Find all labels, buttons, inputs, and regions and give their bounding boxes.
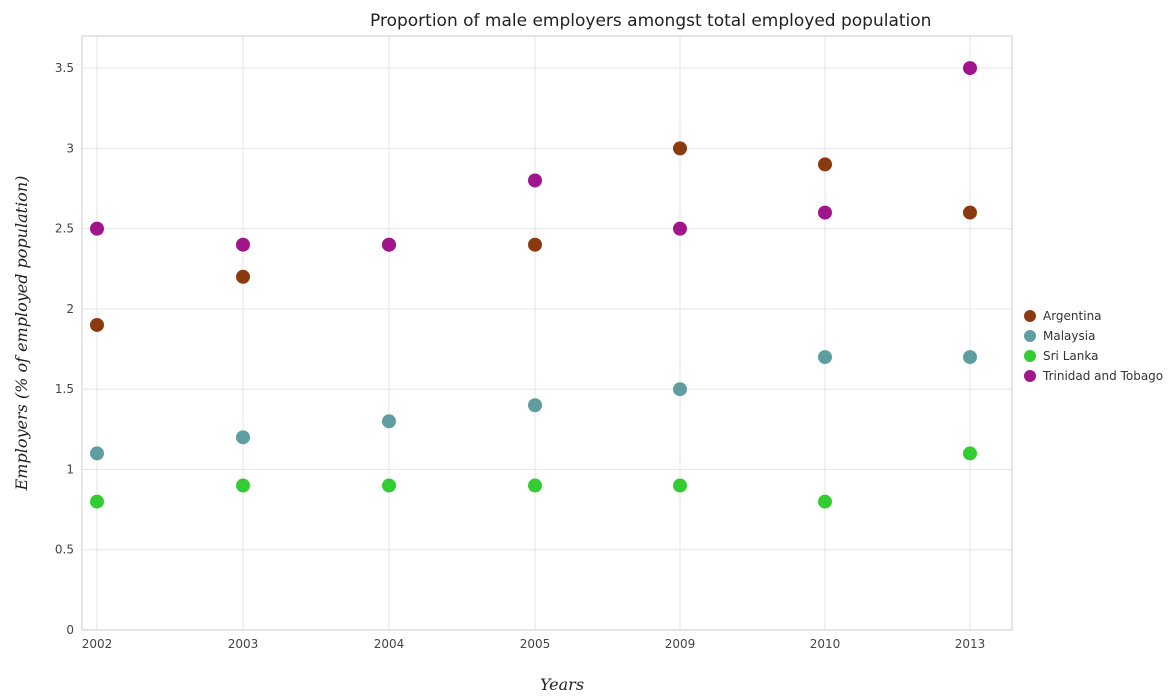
data-point [236,269,250,284]
x-tick-label: 2010 [810,637,841,651]
x-tick-label: 2009 [665,637,696,651]
x-tick-label: 2005 [520,637,551,651]
legend-label: Malaysia [1043,329,1095,343]
y-tick-label: 1.5 [55,382,74,396]
x-tick-label: 2002 [82,637,113,651]
data-point [382,237,396,252]
data-point [963,350,977,365]
data-point [963,61,977,76]
data-point [236,237,250,252]
data-point [382,414,396,429]
data-point [90,317,104,332]
data-point [673,141,687,156]
data-point [818,157,832,172]
chart-title: Proportion of male employers amongst tot… [370,11,931,31]
x-tick-label: 2004 [374,637,405,651]
legend-marker [1024,350,1036,362]
y-axis-ticks: 0 0.5 1 1.5 2 2.5 3 3.5 [55,61,74,637]
data-point [673,478,687,493]
legend-marker [1024,370,1036,382]
legend-marker [1024,330,1036,342]
legend-marker [1024,310,1036,322]
plot-frame [81,35,1013,631]
legend-label: Argentina [1043,309,1102,323]
data-point [90,221,104,236]
data-points [90,61,977,509]
legend-label: Sri Lanka [1043,349,1098,363]
data-point [818,350,832,365]
data-point [528,398,542,413]
y-tick-label: 0.5 [55,543,74,557]
y-tick-label: 2 [66,302,74,316]
data-point [818,494,832,509]
y-axis-label: Employers (% of employed population) [12,176,31,492]
data-point [90,446,104,461]
x-axis-label: Years [540,675,584,694]
data-point [90,494,104,509]
data-point [673,221,687,236]
legend-label: Trinidad and Tobago [1042,369,1163,383]
data-point [528,237,542,252]
y-tick-label: 2.5 [55,222,74,236]
data-point [236,430,250,445]
data-point [236,478,250,493]
y-tick-label: 3.5 [55,61,74,75]
data-point [963,205,977,220]
data-point [382,478,396,493]
gridlines [82,36,1012,631]
x-tick-label: 2003 [228,637,259,651]
x-axis-ticks: 2002 2003 2004 2005 2009 2010 2013 [82,637,986,651]
x-tick-label: 2013 [955,637,986,651]
y-tick-label: 0 [66,623,74,637]
data-point [673,382,687,397]
legend: Argentina Malaysia Sri Lanka Trinidad and T… [1024,309,1163,383]
y-tick-label: 1 [66,462,74,476]
data-point [818,205,832,220]
data-point [528,478,542,493]
data-point [963,446,977,461]
data-point [528,173,542,188]
y-tick-label: 3 [66,141,74,155]
